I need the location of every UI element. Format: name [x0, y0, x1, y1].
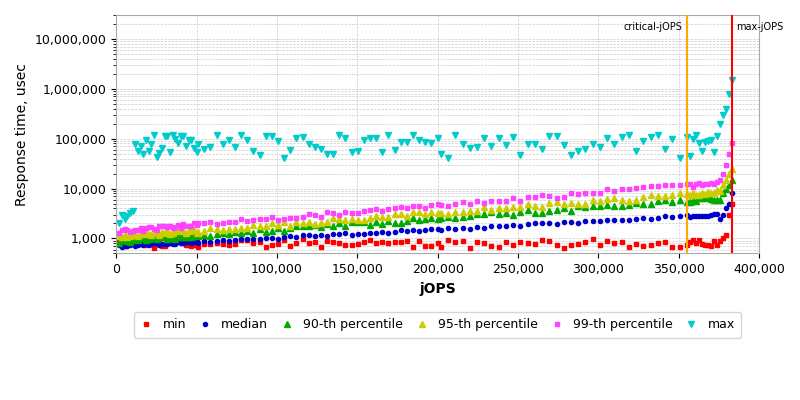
median [530, 221, 540, 226]
Text: max-jOPS: max-jOPS [737, 22, 784, 32]
95-th percentile [118, 235, 127, 240]
Line: max: max [116, 76, 735, 227]
90-th percentile [414, 218, 424, 222]
min [530, 242, 540, 247]
95-th percentile [212, 227, 222, 232]
95-th percentile [617, 198, 626, 202]
Text: critical-jOPS: critical-jOPS [623, 22, 682, 32]
99-th percentile [114, 230, 124, 235]
max [414, 138, 424, 143]
95-th percentile [530, 204, 540, 209]
Line: 99-th percentile: 99-th percentile [118, 141, 734, 235]
99-th percentile [206, 219, 215, 224]
max [523, 142, 533, 146]
min [727, 201, 737, 206]
90-th percentile [523, 208, 533, 212]
min [465, 246, 474, 250]
99-th percentile [727, 141, 737, 146]
90-th percentile [727, 177, 737, 182]
max [181, 144, 190, 148]
median [727, 191, 737, 196]
X-axis label: jOPS: jOPS [419, 282, 456, 296]
95-th percentile [727, 166, 737, 171]
median [617, 217, 626, 222]
95-th percentile [421, 212, 430, 216]
90-th percentile [206, 234, 215, 239]
Y-axis label: Response time, usec: Response time, usec [15, 63, 29, 206]
90-th percentile [114, 240, 124, 245]
max [206, 144, 215, 149]
min [718, 236, 727, 241]
max [715, 121, 725, 126]
Line: 95-th percentile: 95-th percentile [117, 166, 734, 240]
min [414, 239, 424, 244]
Line: median: median [118, 191, 734, 249]
median [421, 227, 430, 232]
median [118, 244, 127, 249]
99-th percentile [523, 194, 533, 199]
99-th percentile [715, 177, 725, 182]
median [184, 240, 194, 244]
90-th percentile [610, 204, 619, 209]
min [206, 242, 215, 246]
median [718, 212, 727, 217]
median [114, 243, 124, 248]
min [181, 242, 190, 247]
95-th percentile [114, 234, 124, 238]
max [114, 221, 124, 226]
95-th percentile [184, 229, 194, 234]
99-th percentile [414, 204, 424, 208]
median [212, 239, 222, 244]
Line: 90-th percentile: 90-th percentile [117, 177, 734, 246]
99-th percentile [610, 189, 619, 194]
max [727, 78, 737, 82]
Line: min: min [118, 202, 734, 250]
90-th percentile [181, 235, 190, 240]
90-th percentile [715, 197, 725, 202]
99-th percentile [181, 223, 190, 228]
min [617, 239, 626, 244]
max [610, 142, 619, 146]
Legend: min, median, 90-th percentile, 95-th percentile, 99-th percentile, max: min, median, 90-th percentile, 95-th per… [134, 312, 742, 338]
min [114, 239, 124, 244]
95-th percentile [718, 182, 727, 187]
